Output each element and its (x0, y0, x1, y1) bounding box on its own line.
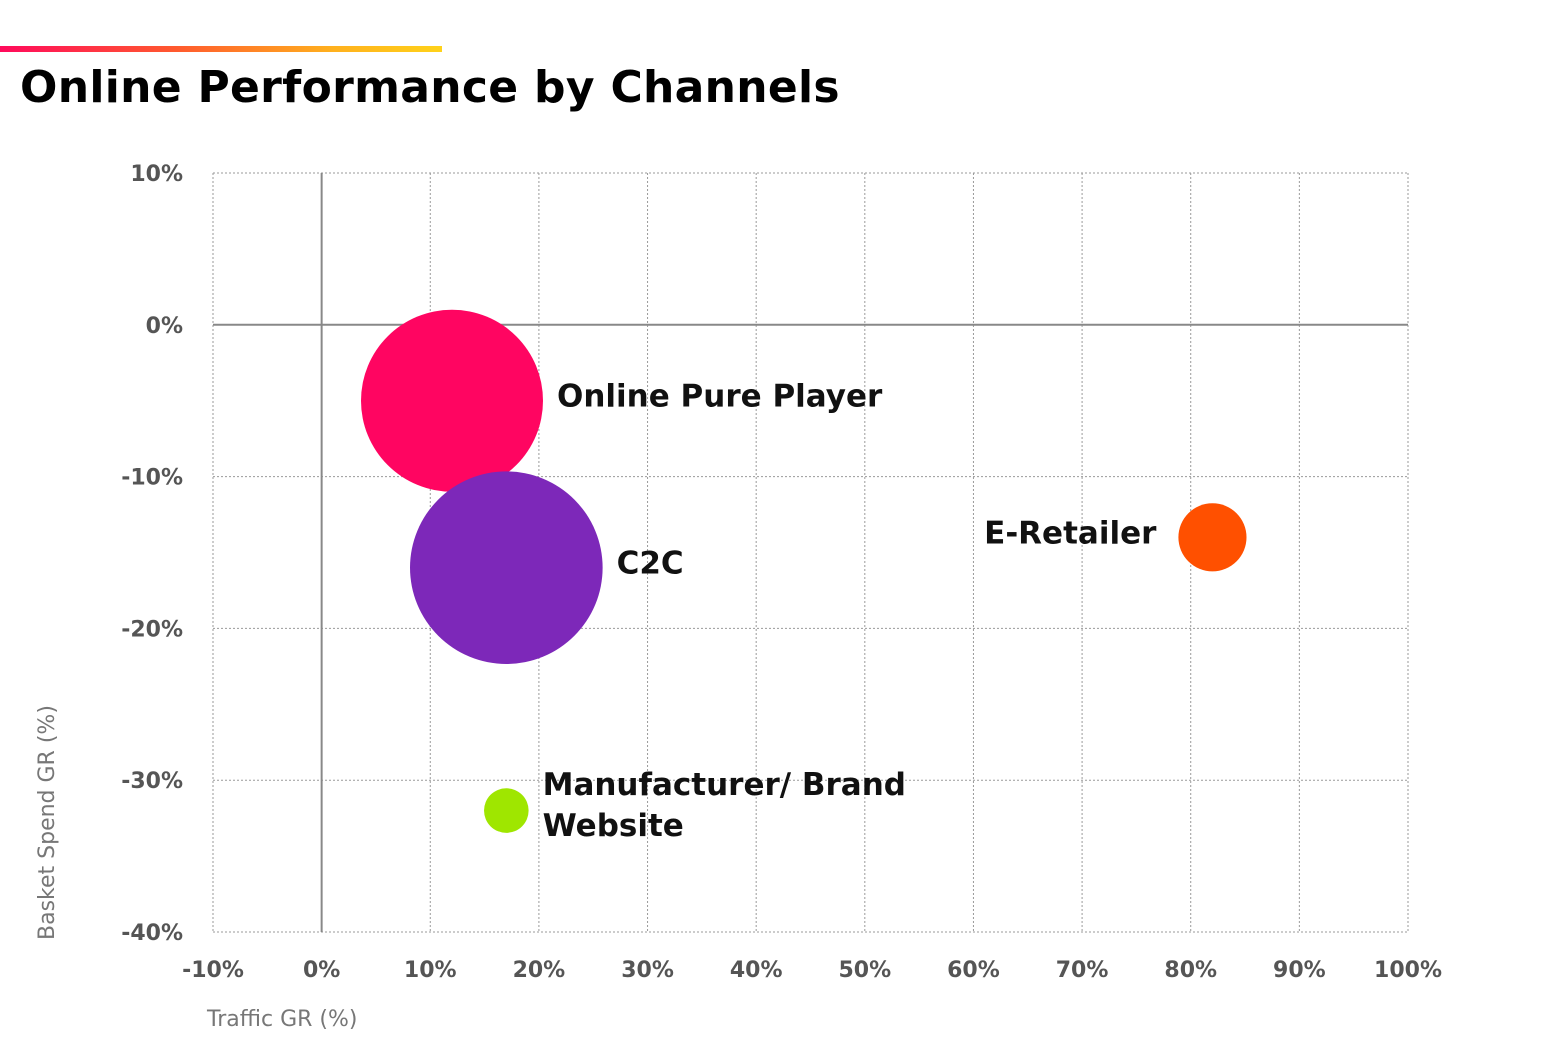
x-tick-label: 90% (1273, 958, 1326, 983)
y-tick-label: -20% (121, 617, 183, 642)
tick-labels: -10% 0% 10% 20% 30% 40% 50% 60% 70% 80% 90% 100% 10%… (121, 162, 1442, 983)
label-manufacturer-brand-website: Manufacturer/ Brand Website (543, 767, 906, 844)
y-tick-label: -40% (121, 921, 183, 946)
point-labels: Online Pure Player C2C E-Retailer Manufactu… (543, 379, 1157, 844)
accent-bar (0, 46, 442, 52)
label-c2c: C2C (617, 546, 684, 582)
y-tick-label: -10% (121, 466, 183, 491)
x-tick-label: 20% (513, 958, 566, 983)
bubble-manufacturer-brand-website (484, 788, 529, 833)
x-tick-label: 80% (1164, 958, 1217, 983)
bubble-c2c (410, 471, 603, 664)
bubble-online-pure-player (361, 309, 543, 492)
x-tick-label: 0% (303, 958, 340, 983)
y-axis-title: Basket Spend GR (%) (35, 705, 60, 940)
label-online-pure-player: Online Pure Player (557, 379, 883, 415)
label-e-retailer: E-Retailer (984, 515, 1157, 551)
grid (212, 172, 1409, 933)
x-tick-label: -10% (182, 958, 244, 983)
y-tick-label: -30% (121, 769, 183, 794)
x-tick-label: 40% (730, 958, 783, 983)
x-tick-label: 60% (947, 958, 1000, 983)
x-tick-label: 50% (838, 958, 891, 983)
x-tick-label: 100% (1374, 958, 1442, 983)
x-tick-label: 70% (1056, 958, 1109, 983)
y-tick-label: 10% (130, 162, 183, 187)
chart-title: Online Performance by Channels (20, 62, 840, 113)
x-tick-label: 10% (404, 958, 457, 983)
x-tick-label: 30% (621, 958, 674, 983)
bubble-e-retailer (1178, 503, 1247, 572)
y-tick-label: 0% (146, 314, 183, 339)
x-axis-title: Traffic GR (%) (206, 1007, 358, 1032)
bubbles (361, 309, 1247, 833)
